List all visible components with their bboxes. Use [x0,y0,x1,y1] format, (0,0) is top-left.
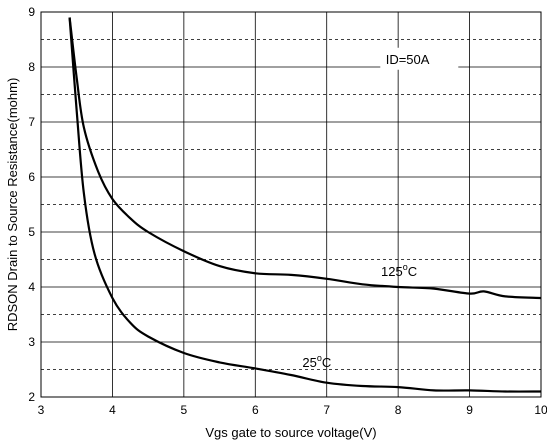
y-tick-label: 5 [28,225,35,239]
x-tick-label: 4 [109,403,116,417]
x-tick-label: 6 [252,403,259,417]
x-axis-title: Vgs gate to source voltage(V) [205,425,376,440]
series-line-25c [68,17,542,393]
x-tick-label: 3 [38,403,45,417]
grid [41,12,541,397]
curve-label-125c: 125oC [381,262,417,279]
x-tick-label: 5 [181,403,188,417]
annotation-box [380,47,459,70]
x-tick-label: 10 [534,403,547,417]
y-tick-label: 2 [28,390,35,404]
y-tick-label: 6 [28,170,35,184]
y-tick-label: 3 [28,335,35,349]
x-tick-label: 8 [395,403,402,417]
x-tick-label: 9 [466,403,473,417]
plot-frame [40,11,542,398]
curve-label-25c: 25oC [302,353,331,370]
y-tick-label: 8 [28,60,35,74]
y-tick-label: 7 [28,115,35,129]
y-tick-label: 9 [28,5,35,19]
annotation-id-50a: ID=50A [386,52,430,67]
y-tick-label: 4 [28,280,35,294]
series-lines [68,17,542,393]
curve-labels: 125oC 25oC [302,262,417,370]
series-line-125c [68,17,542,300]
x-tick-label: 7 [323,403,330,417]
y-axis-title: RDSON Drain to Source Resistance(mohm) [5,78,20,332]
